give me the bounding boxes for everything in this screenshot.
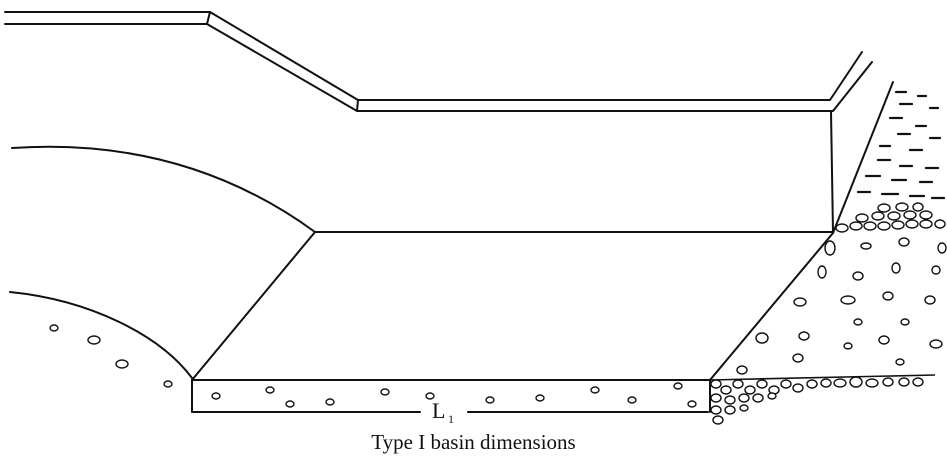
apron-riprap <box>736 237 947 375</box>
back-wall-edge <box>830 110 834 234</box>
left-slope-riprap <box>49 324 173 388</box>
figure-caption: Type I basin dimensions <box>371 430 576 454</box>
lower-slope-curve <box>9 291 193 379</box>
outlet-riprap-pile <box>710 376 924 425</box>
length-symbol: L <box>432 398 445 423</box>
floor-slab <box>191 379 711 413</box>
floor-right-edge <box>709 232 834 381</box>
floor-left-edge <box>191 231 316 381</box>
embankment-riprap-dashes <box>856 90 946 200</box>
length-subscript: 1 <box>448 412 454 426</box>
right-embankment-edge <box>832 81 894 234</box>
apron-line <box>709 374 936 381</box>
length-label: L 1 <box>432 398 454 426</box>
back-corner-riprap <box>835 202 946 233</box>
upper-slope-curve <box>11 145 316 233</box>
wall-cap <box>4 11 873 112</box>
slab-riprap <box>211 382 697 408</box>
